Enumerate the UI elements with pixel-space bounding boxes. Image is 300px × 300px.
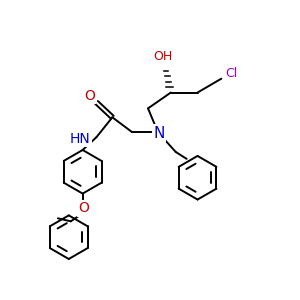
Text: HN: HN: [70, 132, 91, 146]
Text: Cl: Cl: [225, 67, 237, 80]
Text: O: O: [84, 88, 95, 103]
Text: OH: OH: [153, 50, 172, 63]
Text: O: O: [78, 202, 89, 215]
Text: N: N: [153, 126, 165, 141]
